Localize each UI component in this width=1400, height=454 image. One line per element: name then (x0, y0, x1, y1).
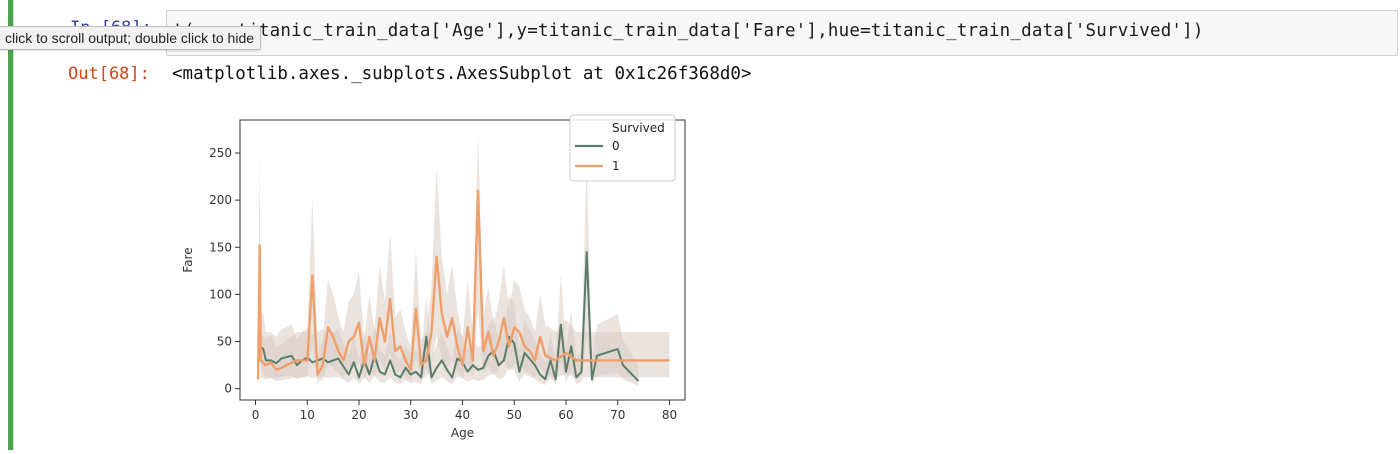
legend-box (569, 114, 676, 182)
x-tick-label: 70 (610, 408, 625, 422)
x-tick-label: 60 (558, 408, 573, 422)
cell-selected-indicator (8, 0, 13, 450)
legend-label-1: 1 (612, 159, 620, 173)
x-tick-label: 50 (507, 408, 522, 422)
x-tick-label: 40 (455, 408, 470, 422)
confidence-band-1 (258, 134, 670, 385)
y-tick-label: 200 (209, 193, 232, 207)
series-line-1 (256, 189, 670, 380)
series-line-0 (260, 251, 640, 382)
output-prompt[interactable]: Out[68]: (68, 64, 150, 84)
y-tick-label: 100 (209, 287, 232, 301)
legend-title: Survived (612, 121, 665, 135)
scroll-output-tooltip: click to scroll output; double click to … (0, 26, 262, 50)
x-tick-label: 10 (300, 408, 315, 422)
cell-border (13, 0, 14, 450)
x-axis-label: Age (451, 426, 474, 440)
y-axis-label: Fare (181, 247, 195, 272)
output-text: <matplotlib.axes._subplots.AxesSubplot a… (172, 64, 752, 84)
code-editor[interactable]: t(x = titanic_train_data['Age'],y=titani… (166, 10, 1398, 56)
x-tick-label: 0 (252, 408, 260, 422)
y-tick-label: 50 (217, 335, 232, 349)
x-tick-label: 80 (662, 408, 677, 422)
code-line[interactable]: t(x = titanic_train_data['Age'],y=titani… (173, 21, 1204, 41)
y-tick-label: 150 (209, 240, 232, 254)
x-tick-label: 30 (403, 408, 418, 422)
code-text: t(x = titanic_train_data['Age'],y=titani… (173, 21, 1204, 41)
legend-label-0: 0 (612, 139, 620, 153)
y-tick-label: 0 (224, 382, 232, 396)
y-tick-label: 250 (209, 146, 232, 160)
line-chart: 0 10 20 30 40 50 60 70 80050100150200250AgeFareS… (181, 114, 686, 440)
x-tick-label: 20 (351, 408, 366, 422)
plot-output: 0 10 20 30 40 50 60 70 80 0 50 100 150 200 250 Age Fare S… (170, 105, 710, 450)
